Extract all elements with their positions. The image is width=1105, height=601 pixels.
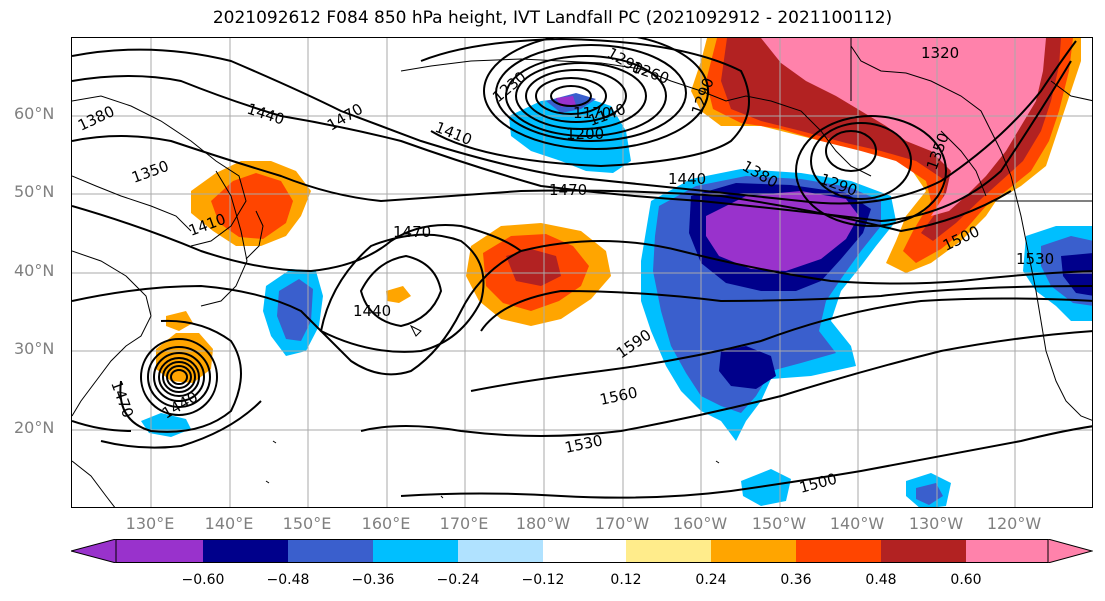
contour-label: 1440 [353, 302, 391, 320]
colorbar-segment [288, 539, 373, 563]
colorbar [71, 539, 1093, 563]
colorbar-tick: 0.60 [950, 572, 982, 588]
contour-label: 1500 [797, 470, 839, 497]
colorbar-segment [796, 539, 881, 563]
contour-label: 1470 [549, 181, 587, 199]
colorbar-segment [966, 539, 1048, 563]
map-panel: 1380 1440 1470 1350 1410 1410 1470 1440 … [71, 37, 1093, 508]
contour-label: 1470 [393, 223, 431, 241]
colorbar-segment [116, 539, 203, 563]
colorbar-extend-low [71, 539, 117, 563]
colorbar-segment [458, 539, 543, 563]
colorbar-segment [626, 539, 711, 563]
colorbar-tick: 0.24 [695, 572, 727, 588]
contour-label: 1410 [433, 118, 475, 149]
colorbar-tick: −0.24 [436, 572, 480, 588]
contour-label: 1440 [159, 388, 201, 423]
map-canvas: 1380 1440 1470 1350 1410 1410 1470 1440 … [72, 38, 1092, 507]
gridlines [72, 38, 1092, 507]
contour-label: 1440 [245, 100, 287, 129]
shade-positive-northeast-pink [761, 38, 1046, 216]
contour-label: 1530 [1016, 250, 1054, 268]
colorbar-tick: 0.36 [780, 572, 812, 588]
contour-label: 1200 [566, 125, 604, 143]
lon-label-160e: 160°E [361, 514, 411, 533]
contour-label: 1170 [573, 104, 611, 122]
lon-label-170e: 170°E [439, 514, 489, 533]
lon-label-180w: 180°W [515, 514, 571, 533]
contour-label: 1560 [598, 383, 639, 409]
lat-label-50n: 50°N [14, 182, 55, 201]
lon-label-160w: 160°W [672, 514, 728, 533]
height-contours [72, 38, 1092, 499]
colorbar-tick: 0.48 [865, 572, 897, 588]
lat-label-40n: 40°N [14, 261, 55, 280]
contour-label: 1470 [107, 378, 137, 420]
lon-label-140w: 140°W [829, 514, 885, 533]
colorbar-segment [373, 539, 458, 563]
contour-label: 1320 [921, 44, 959, 62]
colorbar-segment [203, 539, 288, 563]
lon-label-170w: 170°W [594, 514, 650, 533]
lon-label-130w: 130°W [908, 514, 964, 533]
colorbar-tick: −0.48 [266, 572, 310, 588]
lon-label-120w: 120°W [986, 514, 1042, 533]
colorbar-extend-high [1047, 539, 1093, 563]
colorbar-segment [711, 539, 796, 563]
colorbar-tick: −0.36 [351, 572, 395, 588]
lon-label-150w: 150°W [751, 514, 807, 533]
lat-label-60n: 60°N [14, 104, 55, 123]
map-title: 2021092612 F084 850 hPa height, IVT Land… [212, 8, 893, 28]
lat-label-20n: 20°N [14, 418, 55, 437]
lon-label-140e: 140°E [204, 514, 254, 533]
colorbar-segment [543, 539, 626, 563]
contour-label: 1230 [489, 68, 530, 106]
colorbar-tick: −0.12 [521, 572, 565, 588]
lat-label-30n: 30°N [14, 339, 55, 358]
colorbar-tick: 0.12 [610, 572, 642, 588]
contour-label: 1590 [613, 326, 655, 363]
contour-label: 1350 [129, 157, 171, 187]
contour-label: 1440 [668, 170, 706, 188]
lon-label-150e: 150°E [282, 514, 332, 533]
lon-label-130e: 130°E [125, 514, 175, 533]
colorbar-segment [881, 539, 966, 563]
contour-label: 1380 [75, 102, 117, 134]
colorbar-tick: −0.60 [181, 572, 225, 588]
